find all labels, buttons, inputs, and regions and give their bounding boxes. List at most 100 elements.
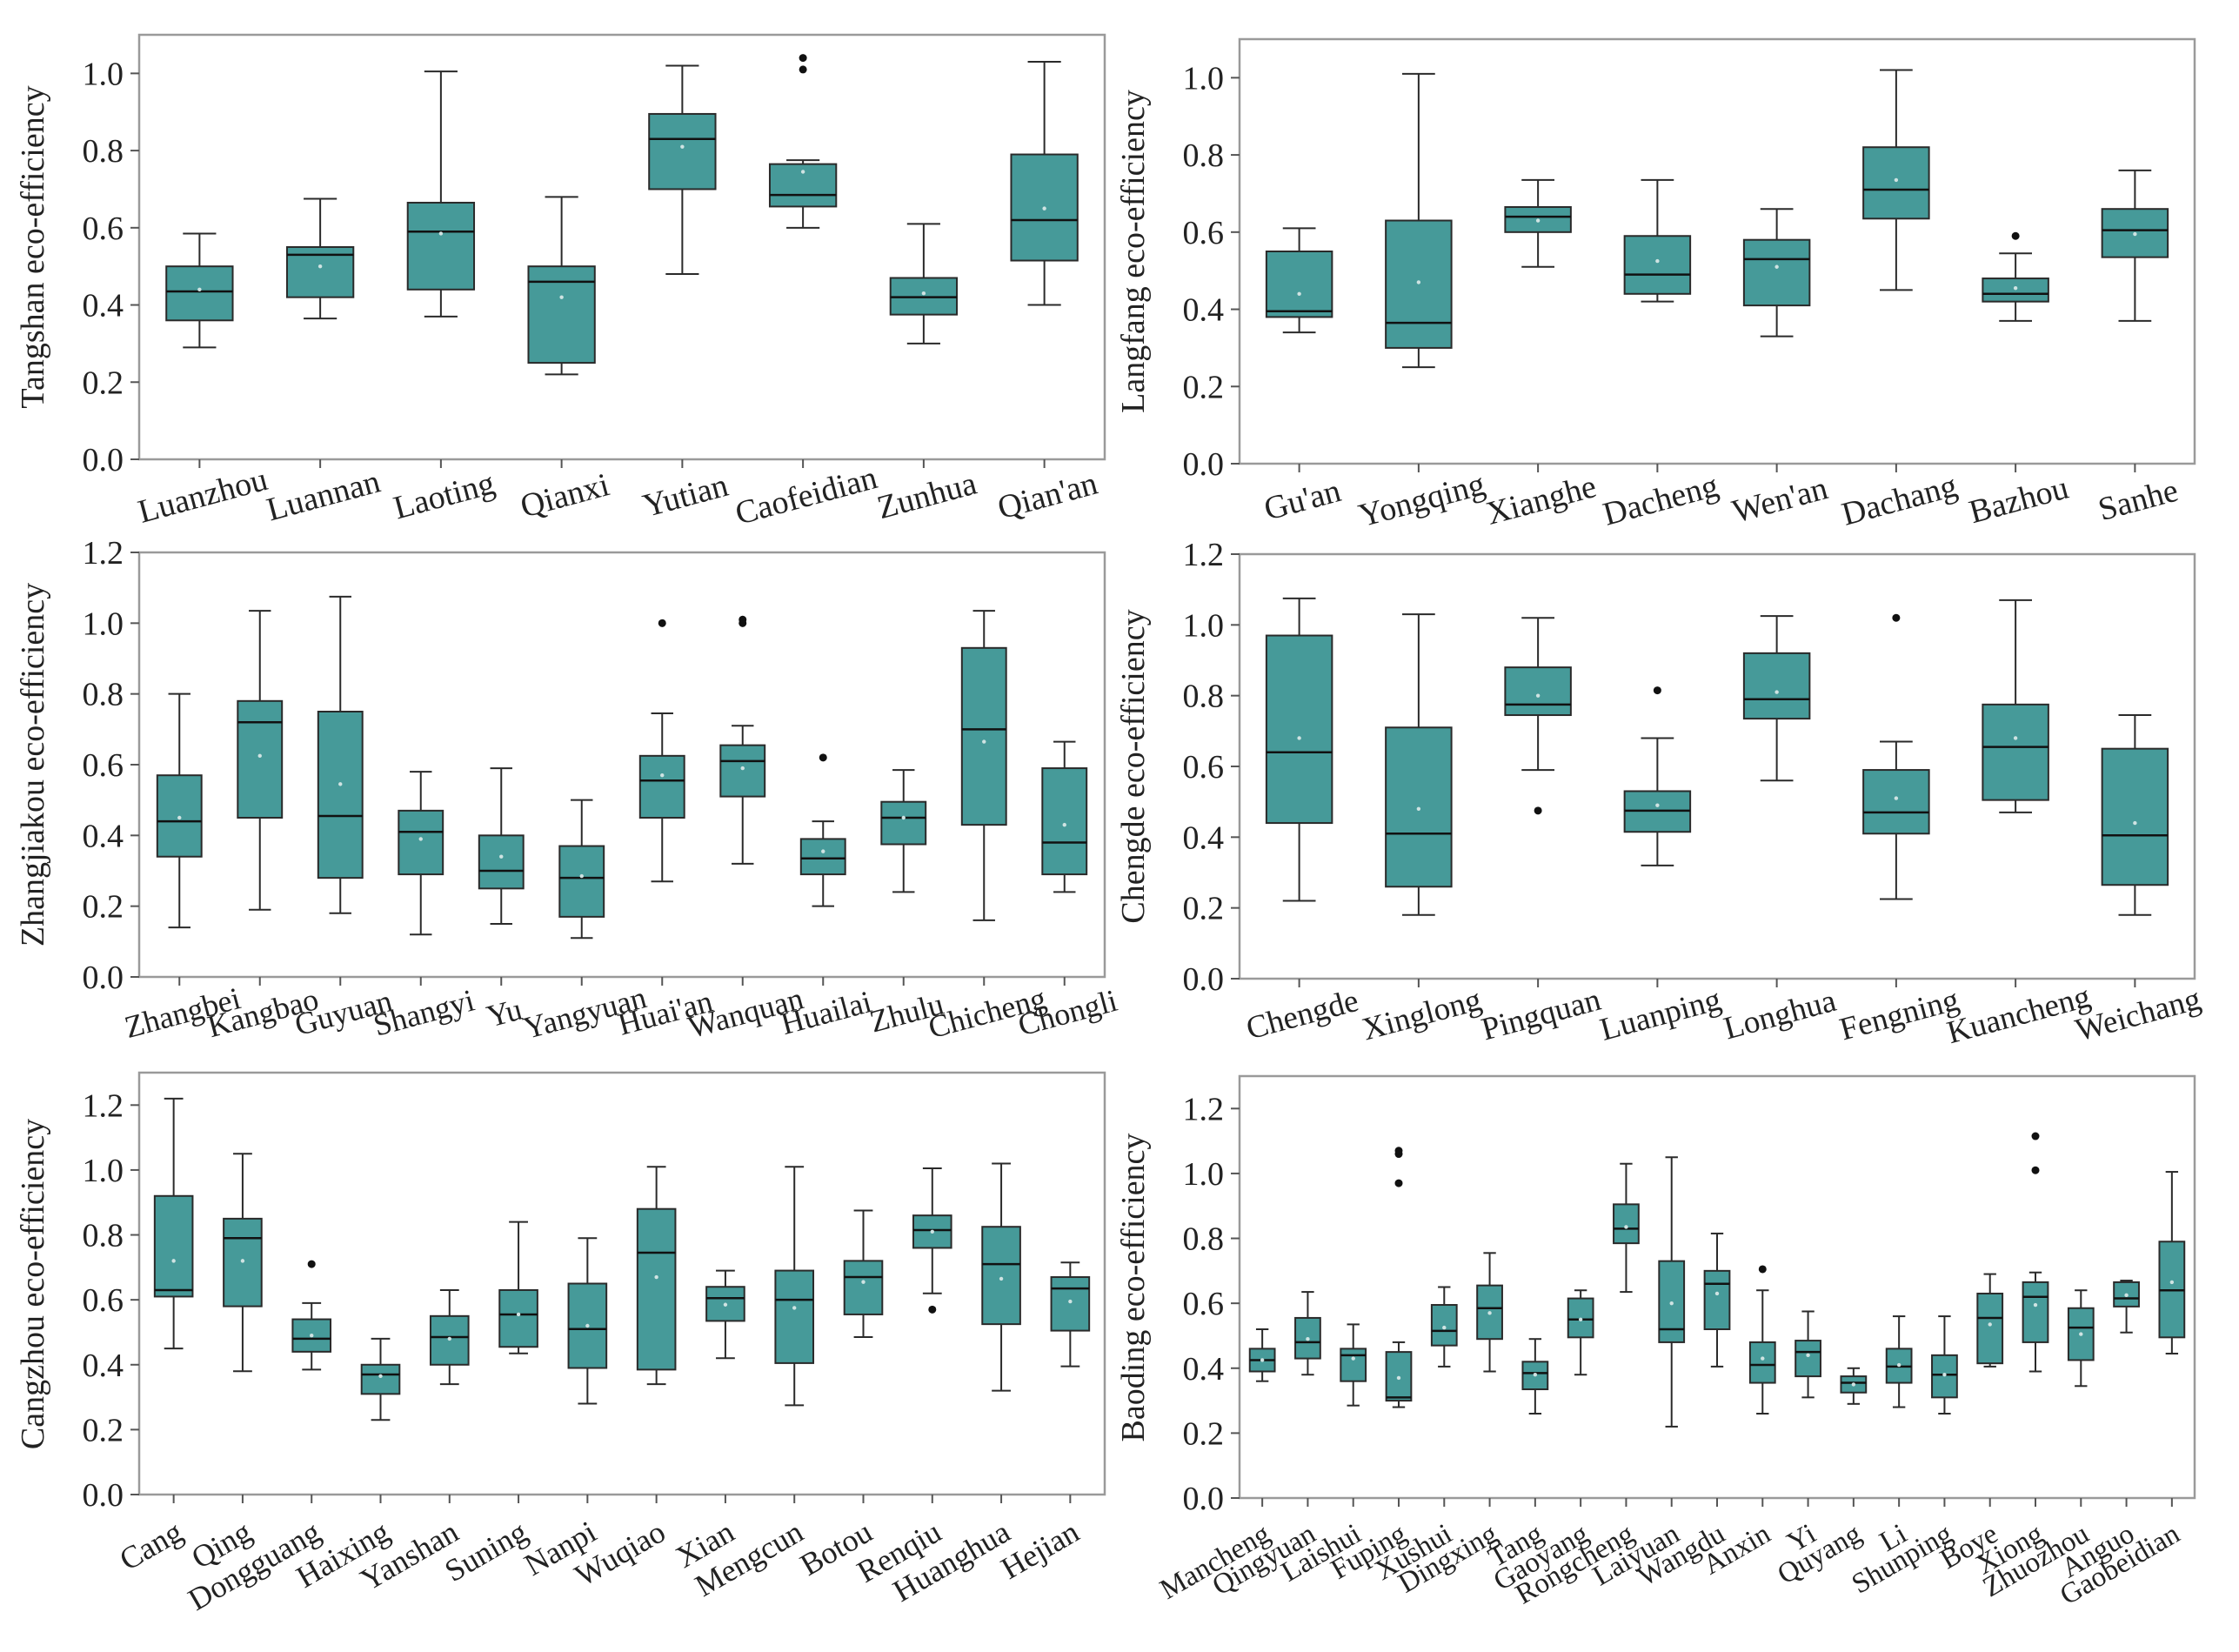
mean-marker	[2033, 1302, 2038, 1308]
iqr-box	[799, 838, 846, 876]
y-tick-label: 1.2	[83, 535, 124, 572]
box-wen-an	[1742, 208, 1811, 338]
box-dachang	[1862, 69, 1930, 291]
mean-marker	[800, 170, 805, 174]
plot-area	[137, 33, 1106, 461]
outlier-point	[1653, 686, 1661, 695]
box-yi	[1795, 1310, 1821, 1399]
x-tick-label: Longhua	[1720, 983, 1840, 1047]
mean-marker	[177, 815, 182, 820]
mean-marker	[1306, 1336, 1310, 1341]
mean-marker	[2013, 285, 2018, 291]
iqr-box	[398, 809, 444, 876]
mean-marker	[2124, 1293, 2129, 1298]
iqr-box	[317, 711, 364, 880]
iqr-box	[638, 754, 685, 819]
box-dingxing	[1476, 1252, 1503, 1373]
y-tick-label: 0.6	[1183, 215, 1225, 251]
box-yanshan	[429, 1288, 470, 1386]
outlier-point	[799, 54, 807, 63]
y-tick-label: 0.0	[1183, 446, 1225, 483]
box-zunhua	[889, 223, 959, 344]
box-caofeidian	[768, 54, 838, 229]
mean-marker	[2169, 1280, 2175, 1285]
y-tick-label: 0.0	[83, 960, 124, 996]
y-tick-label: 0.6	[83, 211, 124, 247]
y-tick-label: 0.4	[1183, 819, 1225, 856]
x-tick-label: Bazhou	[1965, 470, 2072, 532]
y-tick-label: 0.2	[1183, 1415, 1225, 1452]
y-axis-label: Cangzhou eco-efficiency	[15, 1119, 51, 1449]
mean-marker	[1761, 1356, 1765, 1361]
panel-cangzhou: 0.0 0.2 0.4 0.6 0.8 1.0 1.2 Cangzhou eco-effici…	[15, 1071, 1106, 1617]
iqr-box	[1748, 1341, 1776, 1384]
box-pingquan	[1504, 617, 1572, 815]
panel-baoding: 0.0 0.2 0.4 0.6 0.8 1.0 1.2 Baoding eco-efficie…	[1115, 1074, 2196, 1611]
x-tick-label: Weichang	[2072, 981, 2205, 1049]
iqr-box	[1041, 767, 1088, 876]
box-haixing	[360, 1337, 401, 1421]
box-fuping	[1385, 1147, 1413, 1408]
mean-marker	[1806, 1353, 1810, 1358]
box-weichang	[2101, 714, 2169, 916]
mean-marker	[1578, 1317, 1583, 1322]
mean-marker	[1851, 1382, 1856, 1387]
iqr-box	[360, 1363, 401, 1395]
x-tick-label: Hejian	[995, 1514, 1085, 1586]
y-tick-label: 1.2	[83, 1087, 124, 1124]
box-rongcheng	[1613, 1162, 1640, 1294]
iqr-box	[1795, 1340, 1821, 1378]
box-gaoyang	[1567, 1289, 1594, 1376]
y-tick-label: 0.8	[83, 133, 124, 170]
box-nanpi	[567, 1237, 608, 1405]
outlier-point	[928, 1305, 937, 1314]
outlier-point	[1892, 613, 1901, 622]
y-tick-label: 1.2	[1183, 1091, 1225, 1127]
mean-marker	[1896, 1362, 1901, 1368]
x-tick-label: Qian'an	[994, 465, 1101, 527]
mean-marker	[1396, 1375, 1401, 1381]
box-huailai	[799, 753, 846, 907]
iqr-box	[1931, 1354, 1958, 1399]
box-hejian	[1050, 1261, 1091, 1368]
box-cang	[153, 1097, 194, 1350]
iqr-box	[165, 265, 234, 322]
box-bazhou	[1982, 231, 2049, 322]
box-yutian	[648, 64, 717, 276]
box-mancheng	[1248, 1328, 1276, 1382]
x-tick-label: Cang	[114, 1514, 189, 1577]
x-tick-label: Caofeidian	[732, 459, 881, 532]
mean-marker	[2133, 231, 2137, 237]
mean-marker	[1942, 1373, 1947, 1377]
box-qing	[223, 1153, 263, 1373]
iqr-box	[1862, 146, 1930, 220]
box-zhangbei	[156, 692, 203, 929]
mean-marker	[1669, 1301, 1674, 1306]
x-tick-label: Fengning	[1836, 982, 1963, 1048]
mean-marker	[1351, 1356, 1355, 1361]
box-boye	[1976, 1273, 2004, 1368]
box-gu-an	[1265, 227, 1333, 334]
y-tick-label: 1.0	[1183, 1156, 1225, 1193]
iqr-box	[636, 1207, 677, 1371]
mean-marker	[1297, 291, 1301, 296]
box-mengcun	[774, 1166, 815, 1407]
y-axis-label: Chengde eco-efficiency	[1115, 609, 1152, 923]
y-tick-label: 0.6	[1183, 749, 1225, 786]
iqr-box	[1504, 205, 1572, 233]
iqr-box	[406, 201, 476, 291]
iqr-box	[1385, 219, 1453, 349]
y-tick-label: 0.2	[83, 365, 124, 401]
y-tick-label: 0.4	[83, 1348, 124, 1384]
box-xinglong	[1385, 613, 1453, 916]
y-tick-label: 0.4	[83, 818, 124, 854]
panel-tangshan: 0.0 0.2 0.4 0.6 0.8 1.0 Tangshan eco-efficienc…	[15, 33, 1106, 532]
iqr-box	[1430, 1304, 1458, 1347]
box-luanzhou	[165, 232, 234, 349]
plot-area	[137, 1071, 1106, 1496]
mean-marker	[378, 1374, 383, 1379]
outlier-point	[819, 753, 827, 762]
y-tick-label: 0.6	[1183, 1286, 1225, 1322]
x-tick-label: Yutian	[639, 467, 732, 525]
box-wanquan	[719, 615, 766, 865]
